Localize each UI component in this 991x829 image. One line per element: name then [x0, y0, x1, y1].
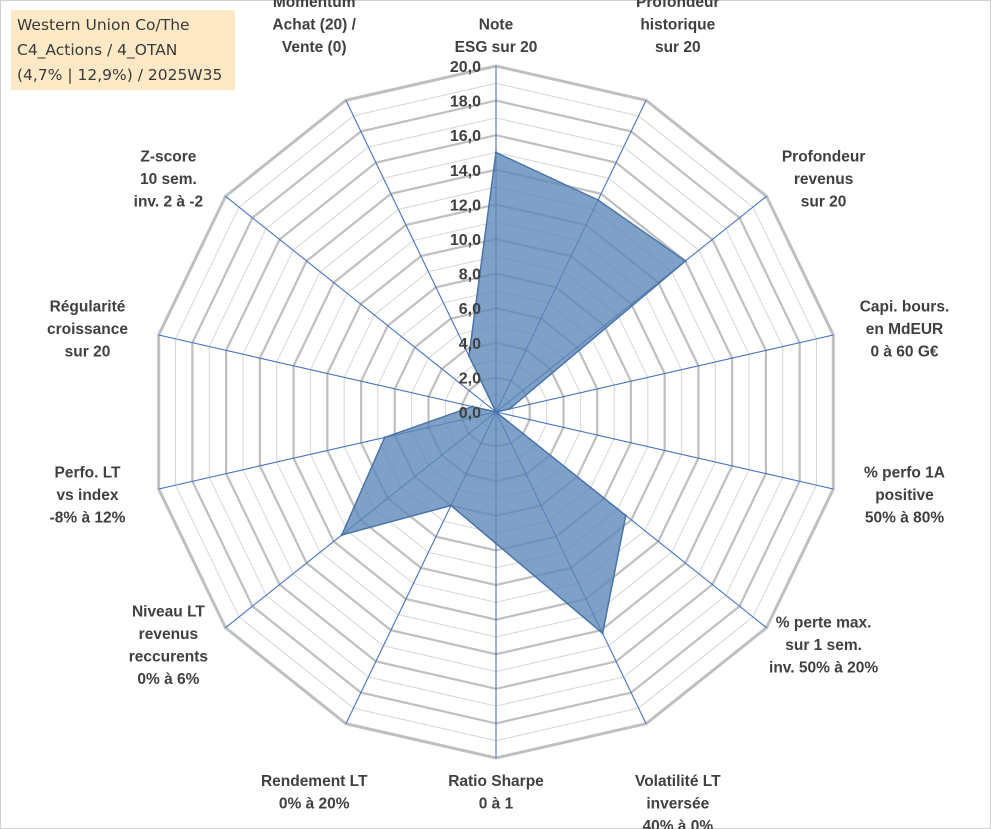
axis-label-line: 0 à 1	[479, 796, 514, 813]
data-point	[494, 151, 498, 154]
axis-label-line: ESG sur 20	[455, 39, 538, 56]
data-point	[467, 354, 471, 358]
axis-label-line: Rendement LT	[261, 773, 368, 790]
axis-label-line: inversée	[646, 796, 709, 813]
axis-label-line: Momentum	[273, 0, 356, 11]
info-line-company: Western Union Co/The	[17, 16, 190, 34]
axis-label-line: Régularité	[50, 298, 126, 315]
axis-label-line: Achat (20) /	[272, 17, 356, 34]
axis-label-line: croissance	[47, 321, 128, 338]
radar-series	[340, 151, 687, 635]
tick-label: 4,0	[459, 336, 481, 353]
axis-label-line: sur 20	[65, 343, 111, 360]
axis-spoke	[495, 411, 834, 490]
axis-label-line: % perte max.	[776, 615, 872, 632]
axis-label-line: en MdEUR	[866, 321, 944, 338]
tick-label: 6,0	[459, 301, 481, 318]
data-point	[601, 632, 604, 635]
axis-label: Note ESG sur 20	[455, 17, 538, 57]
info-line-category: C4_Actions / 4_OTAN	[17, 41, 178, 59]
axis-label: Ratio Sharpe 0 à 1	[448, 773, 544, 813]
tick-label: 12,0	[450, 197, 481, 214]
axis-label: Rendement LT 0% à 20%	[261, 773, 368, 813]
data-point	[449, 504, 453, 507]
info-box: Western Union Co/The C4_Actions / 4_OTAN…	[11, 10, 235, 90]
axis-label-line: Perfo. LT	[54, 465, 121, 482]
axis-label: Profondeur revenus sur 20	[782, 148, 866, 210]
data-point	[494, 542, 498, 545]
axis-label-line: Capi. bours.	[860, 298, 950, 315]
data-point	[624, 514, 627, 517]
axis-label-line: Niveau LT	[132, 603, 205, 620]
axis-label-line: revenus	[139, 626, 198, 643]
tick-label: 0,0	[459, 405, 481, 422]
axis-spoke	[495, 334, 834, 413]
tick-label: 14,0	[450, 163, 481, 180]
tick-label: 8,0	[459, 267, 481, 284]
axis-label-line: sur 20	[655, 39, 701, 56]
axis-label-line: Z-score	[140, 148, 196, 165]
axis-label-line: reccurents	[129, 648, 208, 665]
axis-label-line: historique	[640, 17, 715, 34]
radar-tick-labels: 0,0 2,0 4,0 6,0 8,0 10,0 12,0 14,0 16,0 18,0 20,0	[450, 59, 481, 422]
tick-label: 2,0	[459, 370, 481, 387]
axis-label-line: 10 sem.	[140, 171, 197, 188]
axis-spoke	[225, 195, 497, 413]
axis-label-line: positive	[875, 487, 934, 504]
axis-label-line: 0% à 20%	[279, 796, 350, 813]
axis-label-line: 0% à 6%	[137, 671, 199, 688]
axis-label-line: revenus	[794, 171, 853, 188]
axis-label-line: Profondeur	[636, 0, 720, 11]
data-point	[383, 436, 386, 439]
data-point	[684, 259, 687, 263]
axis-label-line: Vente (0)	[282, 39, 347, 56]
axis-label: % perte max. sur 1 sem. inv. 50% à 20%	[769, 615, 878, 677]
axis-label: Volatilité LT inversée 40% à 0%	[635, 773, 721, 829]
radar-axis-labels: Note ESG sur 20 Profondeur historique sur 20…	[47, 0, 949, 829]
axis-label-line: Ratio Sharpe	[448, 773, 544, 790]
axis-label: % perfo 1A positive 50% à 80%	[864, 465, 945, 527]
axis-label-line: sur 20	[801, 193, 847, 210]
axis-label-line: Profondeur	[782, 148, 866, 165]
axis-label-line: inv. 50% à 20%	[769, 660, 878, 677]
data-point	[471, 405, 474, 408]
axis-label: Perfo. LT vs index -8% à 12%	[50, 465, 126, 527]
axis-label: Niveau LT revenus reccurents 0% à 6%	[129, 603, 208, 688]
axis-label-line: 50% à 80%	[865, 510, 944, 527]
data-point	[596, 198, 600, 202]
data-point	[508, 407, 511, 411]
axis-spoke	[158, 334, 497, 413]
axis-label: Z-score 10 sem. inv. 2 à -2	[134, 148, 204, 210]
axis-label-line: 40% à 0%	[642, 818, 713, 829]
axis-label: Régularité croissance sur 20	[47, 298, 128, 360]
data-point	[340, 533, 343, 537]
axis-label-line: -8% à 12%	[50, 510, 126, 527]
tick-label: 20,0	[450, 59, 481, 76]
info-line-stats: (4,7% | 12,9%) / 2025W35	[17, 66, 223, 84]
axis-label-line: 0 à 60 G€	[870, 343, 938, 360]
axis-label-line: % perfo 1A	[864, 465, 945, 482]
tick-label: 10,0	[450, 232, 481, 249]
axis-label: Momentum Achat (20) / Vente (0)	[272, 0, 356, 56]
axis-label-line: vs index	[56, 487, 118, 504]
axis-label-line: Note	[479, 17, 514, 34]
axis-label: Capi. bours. en MdEUR 0 à 60 G€	[860, 298, 950, 360]
data-point	[494, 410, 498, 414]
axis-label-line: Volatilité LT	[635, 773, 721, 790]
axis-label: Profondeur historique sur 20	[636, 0, 720, 56]
axis-label-line: inv. 2 à -2	[134, 193, 204, 210]
tick-label: 16,0	[450, 128, 481, 145]
tick-label: 18,0	[450, 94, 481, 111]
axis-label-line: sur 1 sem.	[785, 637, 862, 654]
